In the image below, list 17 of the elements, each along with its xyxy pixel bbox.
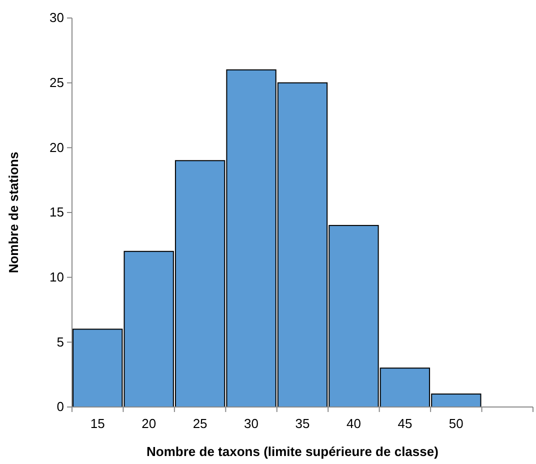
y-tick-label: 0 bbox=[56, 399, 64, 414]
x-tick-label: 20 bbox=[142, 416, 156, 432]
x-tick-label: 45 bbox=[398, 416, 412, 432]
x-tick-label: 50 bbox=[448, 416, 464, 432]
y-tick-label: 20 bbox=[50, 140, 64, 155]
y-tick-label: 25 bbox=[50, 74, 64, 90]
y-tick-label: 5 bbox=[56, 334, 64, 350]
y-tick-label: 15 bbox=[50, 204, 64, 220]
x-tick-label: 35 bbox=[295, 416, 310, 432]
x-tick-label: 40 bbox=[346, 416, 361, 432]
x-axis-title: Nombre de taxons (limite supérieure de classe) bbox=[146, 444, 438, 459]
x-tick-label: 30 bbox=[244, 416, 259, 432]
x-tick-label: 15 bbox=[90, 416, 105, 432]
x-tick-label: 25 bbox=[192, 416, 208, 432]
y-axis-title: Nombre de stations bbox=[6, 152, 21, 274]
y-tick-label: 10 bbox=[50, 269, 64, 284]
y-tick-label: 30 bbox=[50, 10, 64, 26]
